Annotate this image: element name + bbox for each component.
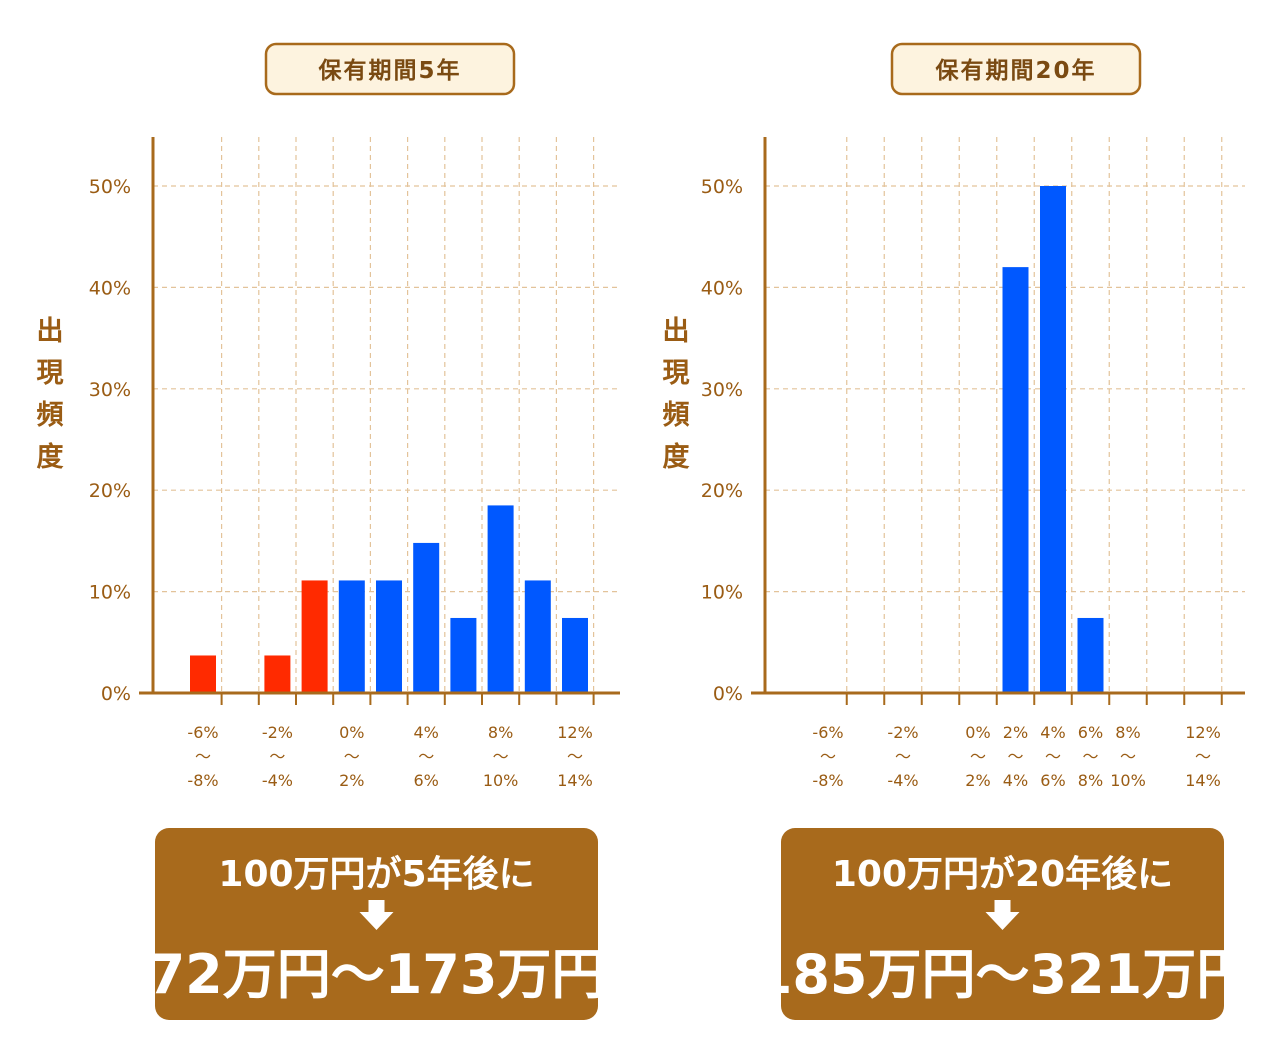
y-tick-label: 40%: [89, 277, 131, 299]
bar-7: [1077, 617, 1104, 693]
panel-20-year: 保有期間20年 0% 10% 20% 30% 40% 50% -6% 〜 -8% -2% 〜 -4% 0%…: [663, 42, 1250, 1020]
x-category-label: 8%: [1115, 723, 1140, 742]
x-category-label: 〜: [567, 747, 583, 766]
x-category-label: 8%: [1078, 771, 1103, 790]
x-category-label: -8%: [187, 771, 218, 790]
x-category-label: 4%: [1040, 723, 1065, 742]
x-category-label: -6%: [187, 723, 218, 742]
y-tick-label: 20%: [89, 480, 131, 502]
x-category-label: 2%: [1003, 723, 1028, 742]
x-category-label: 0%: [965, 723, 990, 742]
bar-9: [524, 580, 551, 693]
chart-title: 保有期間20年: [934, 57, 1096, 84]
y-tick-label: 10%: [701, 582, 743, 604]
x-category-label: 14%: [557, 771, 593, 790]
y-axis-label-char: 度: [663, 441, 690, 473]
y-tick-label: 10%: [89, 582, 131, 604]
x-category-label: 14%: [1185, 771, 1221, 790]
x-category-label: 0%: [339, 723, 364, 742]
y-tick-label: 0%: [713, 683, 743, 705]
bar-10: [562, 617, 588, 693]
y-tick-label: 50%: [89, 176, 131, 198]
x-category-label: 〜: [1195, 747, 1211, 766]
bar-2: [264, 655, 291, 693]
x-category-label: 〜: [493, 747, 509, 766]
y-tick-label: 20%: [701, 480, 743, 502]
x-category-label: 〜: [269, 747, 285, 766]
x-category-label: 6%: [1078, 723, 1103, 742]
x-category-label: 4%: [414, 723, 439, 742]
y-axis-label-char: 現: [663, 358, 690, 389]
bar-4: [338, 580, 365, 693]
x-category-label: -6%: [812, 723, 843, 742]
x-category-label: 10%: [1110, 771, 1146, 790]
x-category-label: 〜: [970, 747, 986, 766]
title-pill: [264, 42, 516, 96]
x-category-label: 〜: [195, 747, 211, 766]
x-category-label: 2%: [965, 771, 990, 790]
bar-5: [1002, 267, 1029, 693]
y-tick-label: 0%: [101, 683, 131, 705]
x-category-label: -8%: [812, 771, 843, 790]
summary-line1: 100万円が5年後に: [218, 854, 534, 895]
bar-5: [376, 580, 402, 693]
summary-line2: 72万円〜173万円: [148, 943, 606, 1006]
x-category-label: 12%: [1185, 723, 1221, 742]
bar-8: [487, 505, 514, 693]
down-arrow-icon: [985, 900, 1020, 930]
bar-6: [1040, 186, 1066, 693]
x-category-label: 〜: [344, 747, 360, 766]
y-axis-label-char: 現: [37, 358, 64, 389]
x-category-label: 〜: [1082, 747, 1098, 766]
title-pill: [890, 42, 1142, 96]
bar-0: [190, 655, 216, 693]
y-axis-label-char: 出: [37, 316, 64, 347]
summary-line1: 100万円が20年後に: [832, 854, 1173, 895]
x-category-label: -2%: [887, 723, 918, 742]
y-tick-label: 30%: [89, 379, 131, 401]
bar-3: [301, 580, 328, 693]
x-category-label: 8%: [488, 723, 513, 742]
down-arrow-icon: [359, 900, 394, 930]
y-tick-label: 50%: [701, 176, 743, 198]
y-tick-label: 40%: [701, 277, 743, 299]
y-axis-label-char: 頻: [663, 400, 690, 431]
x-category-label: 6%: [414, 771, 439, 790]
bar-7: [450, 617, 477, 693]
x-category-label: 4%: [1003, 771, 1028, 790]
x-category-label: 〜: [820, 747, 836, 766]
x-category-label: 6%: [1040, 771, 1065, 790]
y-axis-label-char: 出: [663, 316, 690, 347]
x-category-label: 10%: [483, 771, 519, 790]
x-category-label: 〜: [895, 747, 911, 766]
x-category-label: -2%: [262, 723, 293, 742]
x-category-label: 〜: [1007, 747, 1023, 766]
y-tick-label: 30%: [701, 379, 743, 401]
x-category-label: -4%: [262, 771, 293, 790]
bar-6: [413, 542, 440, 693]
x-category-label: 〜: [418, 747, 434, 766]
x-category-label: -4%: [887, 771, 918, 790]
y-axis-label-char: 頻: [37, 400, 64, 431]
x-category-label: 2%: [339, 771, 364, 790]
chart-title: 保有期間5年: [317, 57, 461, 84]
summary-line2: 185万円〜321万円: [755, 943, 1250, 1006]
y-axis-label-char: 度: [37, 441, 64, 473]
x-category-label: 〜: [1045, 747, 1061, 766]
panel-5-year: 保有期間5年 0% 10% 20% 30% 40% 50% -6% 〜 -8% -2% 〜 -4% 0% 〜…: [37, 42, 620, 1020]
x-category-label: 〜: [1120, 747, 1136, 766]
x-category-label: 12%: [557, 723, 593, 742]
